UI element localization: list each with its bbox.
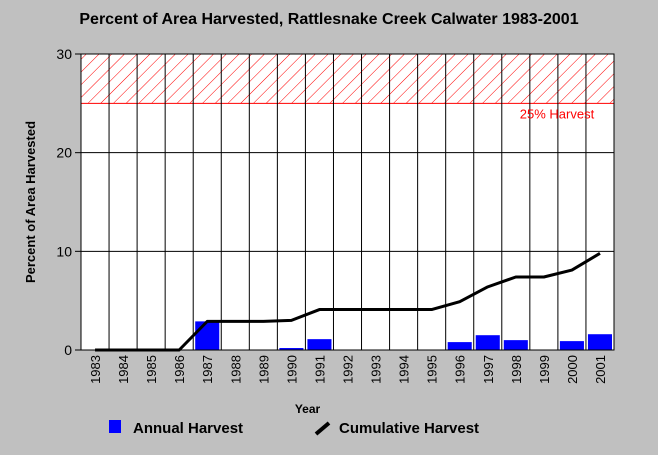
plot-frame (80, 53, 615, 351)
x-tick-label: 2001 (593, 355, 608, 384)
y-tick-label: 20 (56, 145, 72, 161)
bar-annual-harvest (475, 335, 500, 350)
x-tick-label: 1998 (509, 355, 524, 384)
legend-swatch-cumulative (314, 421, 331, 436)
x-tick-label: 1983 (88, 355, 103, 384)
bar-annual-harvest (587, 334, 612, 350)
y-tick-label: 10 (56, 243, 72, 259)
chart-title: Percent of Area Harvested, Rattlesnake C… (79, 11, 579, 28)
bar-annual-harvest (503, 340, 528, 350)
x-tick-label: 1996 (453, 355, 468, 384)
threshold-band (81, 54, 614, 104)
y-tick-label: 0 (64, 342, 72, 358)
x-tick-label: 1991 (312, 355, 327, 384)
x-tick-label: 1992 (341, 355, 356, 384)
x-tick-label: 1990 (284, 355, 299, 384)
x-tick-label: 1989 (256, 355, 271, 384)
y-tick-label: 30 (56, 46, 72, 62)
threshold-label: 25% Harvest (520, 106, 595, 121)
bar-annual-harvest (559, 341, 584, 350)
x-tick-label: 1985 (144, 355, 159, 384)
x-tick-label: 1999 (537, 355, 552, 384)
legend-label-cumulative: Cumulative Harvest (339, 420, 480, 437)
x-tick-label: 1995 (425, 355, 440, 384)
bar-annual-harvest (447, 342, 472, 350)
x-tick-label: 1997 (481, 355, 496, 384)
x-tick-label: 1994 (397, 355, 412, 384)
x-tick-label: 1993 (369, 355, 384, 384)
bar-annual-harvest (279, 348, 304, 350)
x-tick-label: 1986 (172, 355, 187, 384)
bar-annual-harvest (307, 339, 332, 350)
x-axis-label: Year (295, 402, 321, 416)
bar-annual-harvest (195, 321, 220, 350)
x-tick-label: 1984 (116, 355, 131, 384)
x-tick-label: 1987 (200, 355, 215, 384)
x-tick-label: 2000 (565, 355, 580, 384)
legend-swatch-annual (109, 420, 121, 433)
x-tick-label: 1988 (228, 355, 243, 384)
y-axis-label: Percent of Area Harvested (23, 121, 38, 283)
legend-label-annual: Annual Harvest (133, 420, 244, 437)
